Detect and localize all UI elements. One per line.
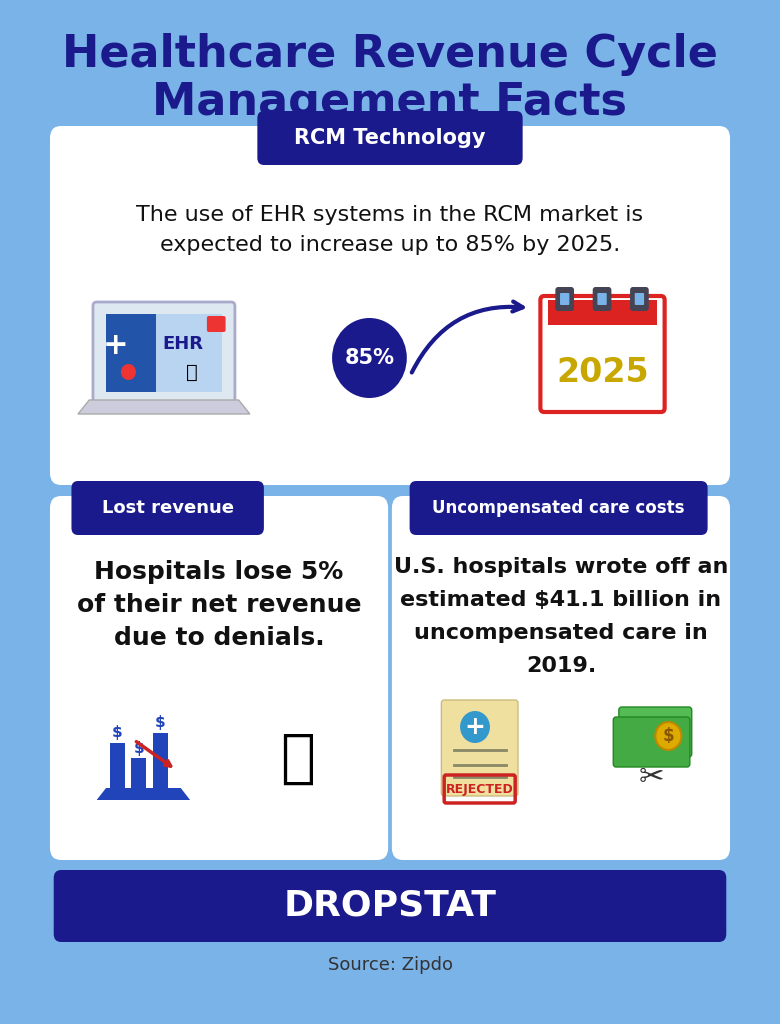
- Text: 85%: 85%: [345, 348, 395, 368]
- FancyBboxPatch shape: [593, 287, 612, 311]
- Text: of their net revenue: of their net revenue: [76, 593, 361, 617]
- Text: DROPSTAT: DROPSTAT: [283, 889, 497, 923]
- FancyBboxPatch shape: [555, 287, 574, 311]
- Text: REJECTED: REJECTED: [446, 782, 513, 796]
- Text: $: $: [133, 740, 144, 756]
- Text: +: +: [102, 332, 128, 360]
- Text: Healthcare Revenue Cycle: Healthcare Revenue Cycle: [62, 34, 718, 77]
- Text: due to denials.: due to denials.: [114, 626, 324, 650]
- Text: Lost revenue: Lost revenue: [101, 499, 234, 517]
- FancyBboxPatch shape: [54, 870, 726, 942]
- Text: Hospitals lose 5%: Hospitals lose 5%: [94, 560, 344, 584]
- Circle shape: [121, 364, 136, 380]
- Text: EHR: EHR: [162, 335, 203, 353]
- Text: 2025: 2025: [556, 355, 649, 388]
- Polygon shape: [548, 300, 658, 325]
- Text: 🏥: 🏥: [280, 729, 315, 786]
- Text: RCM Technology: RCM Technology: [294, 128, 486, 148]
- Text: estimated $41.1 billion in: estimated $41.1 billion in: [400, 590, 722, 610]
- Text: 🧑: 🧑: [186, 362, 198, 382]
- FancyBboxPatch shape: [441, 700, 518, 796]
- FancyBboxPatch shape: [635, 293, 644, 305]
- Polygon shape: [97, 788, 190, 800]
- Text: uncompensated care in: uncompensated care in: [414, 623, 707, 643]
- Polygon shape: [78, 400, 250, 414]
- Text: $: $: [155, 716, 165, 730]
- Text: $: $: [662, 727, 674, 745]
- Text: Management Facts: Management Facts: [153, 81, 627, 124]
- FancyBboxPatch shape: [630, 287, 649, 311]
- FancyBboxPatch shape: [153, 733, 168, 788]
- FancyBboxPatch shape: [110, 743, 125, 788]
- FancyBboxPatch shape: [257, 111, 523, 165]
- FancyBboxPatch shape: [560, 293, 569, 305]
- Text: expected to increase up to 85% by 2025.: expected to increase up to 85% by 2025.: [160, 234, 620, 255]
- Circle shape: [460, 711, 490, 743]
- FancyBboxPatch shape: [410, 481, 707, 535]
- Text: +: +: [465, 715, 485, 739]
- FancyBboxPatch shape: [597, 293, 607, 305]
- FancyBboxPatch shape: [50, 496, 388, 860]
- FancyBboxPatch shape: [72, 481, 264, 535]
- FancyBboxPatch shape: [93, 302, 235, 404]
- FancyBboxPatch shape: [131, 758, 146, 788]
- FancyBboxPatch shape: [392, 496, 730, 860]
- FancyBboxPatch shape: [207, 316, 225, 332]
- FancyBboxPatch shape: [619, 707, 692, 757]
- FancyBboxPatch shape: [106, 314, 157, 392]
- FancyBboxPatch shape: [613, 717, 690, 767]
- FancyBboxPatch shape: [106, 314, 222, 392]
- Text: Source: Zipdo: Source: Zipdo: [328, 956, 452, 974]
- Text: Uncompensated care costs: Uncompensated care costs: [432, 499, 685, 517]
- Text: $: $: [112, 725, 122, 740]
- Circle shape: [332, 318, 407, 398]
- FancyBboxPatch shape: [541, 296, 665, 412]
- Text: ✂: ✂: [639, 764, 665, 793]
- Circle shape: [655, 722, 682, 750]
- Text: 2019.: 2019.: [526, 656, 596, 676]
- FancyBboxPatch shape: [50, 126, 730, 485]
- Text: U.S. hospitals wrote off an: U.S. hospitals wrote off an: [394, 557, 729, 577]
- Text: The use of EHR systems in the RCM market is: The use of EHR systems in the RCM market…: [136, 205, 644, 225]
